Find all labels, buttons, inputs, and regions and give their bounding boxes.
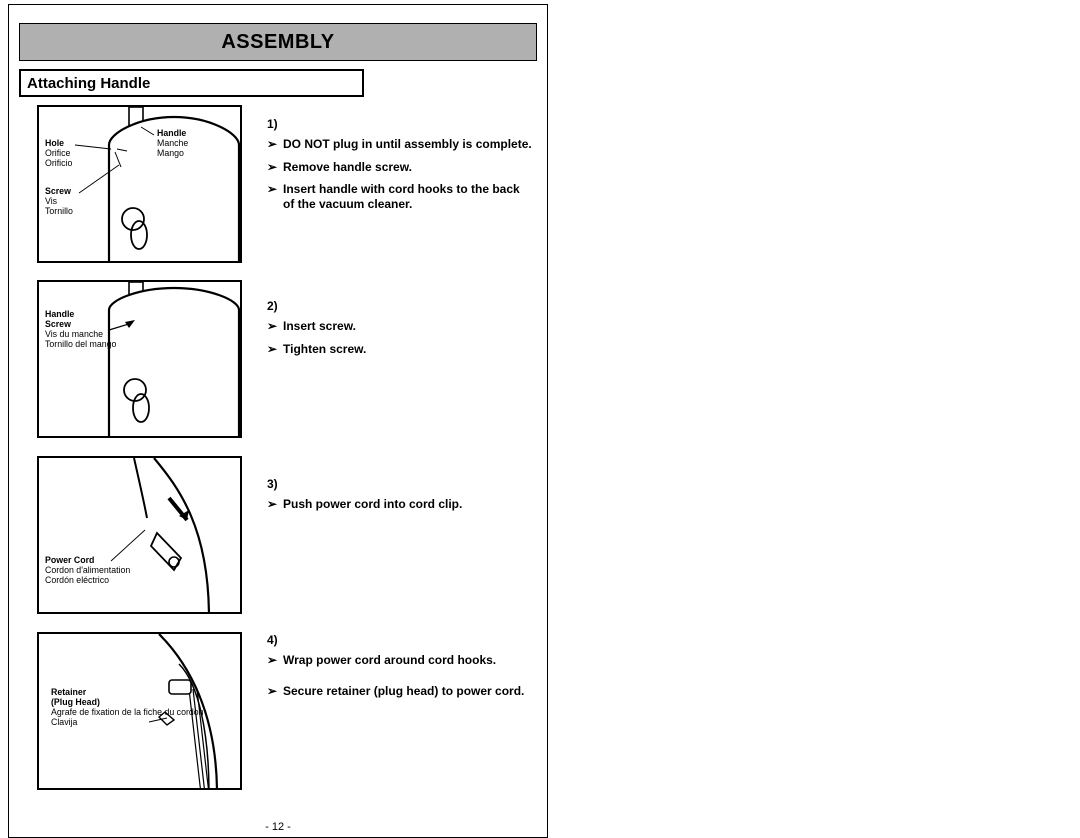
bullet-icon: ➢ [267,653,283,668]
bullet-icon: ➢ [267,137,283,152]
bullet-icon: ➢ [267,497,283,512]
step-4: 4) ➢ Wrap power cord around cord hooks. … [267,633,532,706]
figure-1-leaders [39,107,242,263]
step-3-num: 3) [267,477,532,491]
step-1-b2: ➢ Remove handle screw. [267,160,532,175]
step-2-num: 2) [267,299,532,313]
step-4-num: 4) [267,633,532,647]
step-2-b1: ➢ Insert screw. [267,319,532,334]
subsection-header-text: Attaching Handle [27,75,150,92]
figure-4-leaders [39,634,242,790]
step-2: 2) ➢ Insert screw. ➢ Tighten screw. [267,299,532,364]
figure-2-svg [39,282,242,438]
step-1-num: 1) [267,117,532,131]
bullet-icon: ➢ [267,342,283,357]
step-1-b1: ➢ DO NOT plug in until assembly is compl… [267,137,532,152]
step-1: 1) ➢ DO NOT plug in until assembly is co… [267,117,532,220]
figure-1: Hole Orifice Orificio Handle Manche Mang… [37,105,242,263]
bullet-icon: ➢ [267,319,283,334]
bullet-icon: ➢ [267,160,283,175]
step-4-b1: ➢ Wrap power cord around cord hooks. [267,653,532,668]
label-handle-screw: Handle Screw Vis du manche Tornillo del … [45,310,116,349]
figure-4: Retainer (Plug Head) Agrafe de fixation … [37,632,242,790]
bullet-icon: ➢ [267,684,283,699]
step-4-b2: ➢ Secure retainer (plug head) to power c… [267,684,532,699]
step-3-b1: ➢ Push power cord into cord clip. [267,497,532,512]
step-2-b2: ➢ Tighten screw. [267,342,532,357]
section-header-assembly: ASSEMBLY [19,23,537,61]
subsection-header: Attaching Handle [19,69,364,97]
manual-page: ASSEMBLY Attaching Handle Hole Orifice O… [8,4,548,838]
step-1-b3: ➢ Insert handle with cord hooks to the b… [267,182,532,211]
figure-3-leaders [39,458,242,614]
figure-3: Power Cord Cordon d'alimentation Cordón … [37,456,242,614]
bullet-icon: ➢ [267,182,283,211]
figure-2: Handle Screw Vis du manche Tornillo del … [37,280,242,438]
step-3: 3) ➢ Push power cord into cord clip. [267,477,532,520]
section-header-text: ASSEMBLY [221,31,334,54]
page-number: - 12 - [9,821,547,833]
